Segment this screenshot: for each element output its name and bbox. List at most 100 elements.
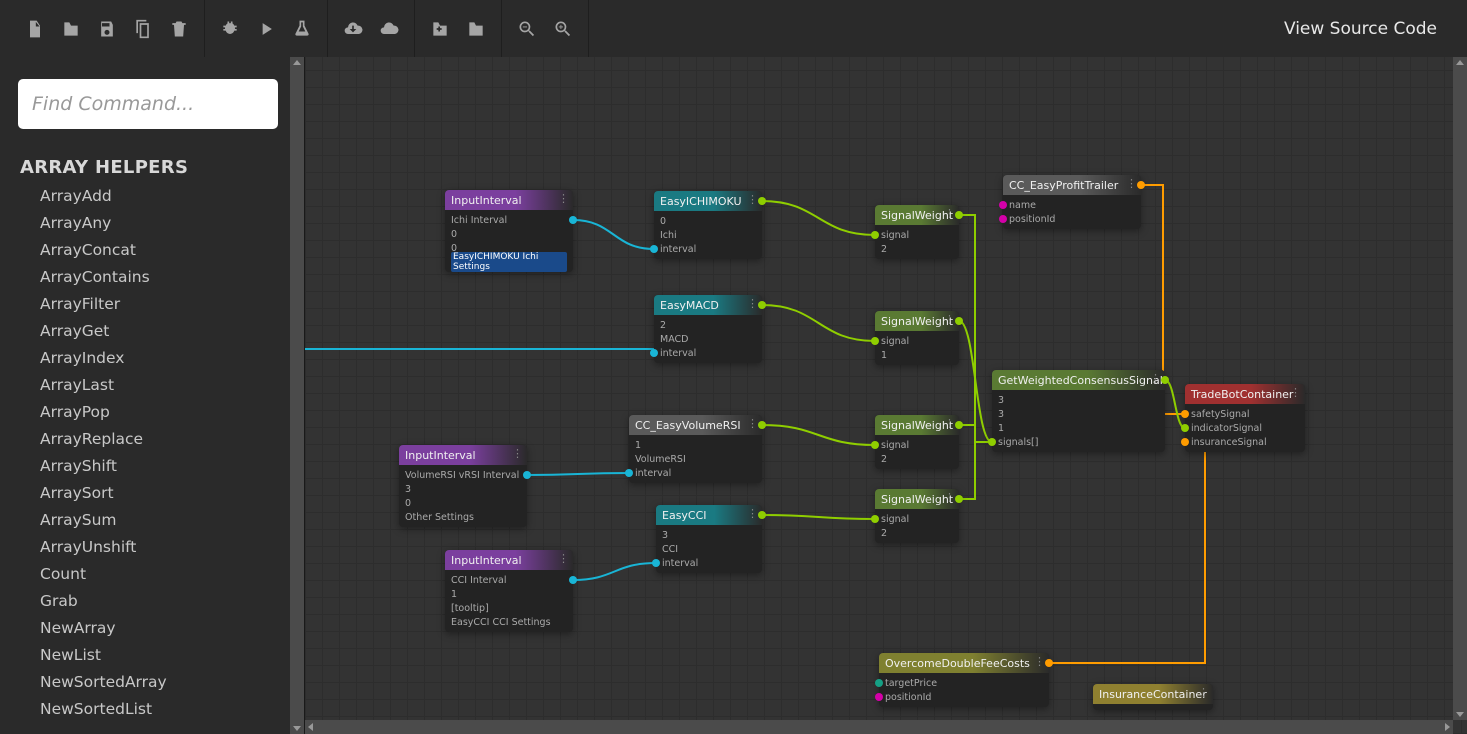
node-inputInterval1[interactable]: InputIntervalIchi Interval00EasyICHIMOKU… [445,190,573,272]
node-row: positionId [879,690,1049,704]
zoom-in-icon[interactable] [552,18,574,40]
canvas-scrollbar-vertical[interactable] [1453,57,1467,720]
sidebar-scrollbar[interactable] [290,57,304,734]
sidebar-item-arraysort[interactable]: ArraySort [40,479,284,506]
node-row: 0 [399,496,527,510]
node-row: name [1003,198,1141,212]
open-folder-icon[interactable] [60,18,82,40]
sidebar-item-arrayunshift[interactable]: ArrayUnshift [40,533,284,560]
node-title: CC_EasyVolumeRSI [629,415,762,435]
node-insurance[interactable]: InsuranceContainer [1093,684,1213,710]
node-row: 2 [654,318,762,332]
node-overcome[interactable]: OvercomeDoubleFeeCosts targetPricepositio… [879,653,1049,707]
sidebar-item-arrayget[interactable]: ArrayGet [40,317,284,344]
node-row: interval [629,466,762,480]
node-title: GetWeightedConsensusSignal [992,370,1165,390]
sidebar-item-arraycontains[interactable]: ArrayContains [40,263,284,290]
node-row: interval [654,346,762,360]
node-ccProfit[interactable]: CC_EasyProfitTrailernamepositionId [1003,175,1141,229]
sidebar-item-arrayreplace[interactable]: ArrayReplace [40,425,284,452]
flask-icon[interactable] [291,18,313,40]
play-icon[interactable] [255,18,277,40]
node-row: EasyICHIMOKU Ichi Settings [445,255,573,269]
add-folder-icon[interactable] [429,18,451,40]
node-title: InputInterval [399,445,527,465]
node-title: SignalWeight [875,415,959,435]
save-icon[interactable] [96,18,118,40]
command-list: ArrayAddArrayAnyArrayConcatArrayContains… [0,182,304,722]
node-row: interval [654,242,762,256]
node-sigW3[interactable]: SignalWeight signal2 [875,415,959,469]
node-title: InputInterval [445,550,573,570]
new-file-icon[interactable] [24,18,46,40]
search-input[interactable] [18,79,278,129]
node-ccVolRsi[interactable]: CC_EasyVolumeRSI1VolumeRSIinterval [629,415,762,483]
node-row: [tooltip] [445,601,573,615]
cloud-download-icon[interactable] [342,18,364,40]
sidebar-item-arrayfilter[interactable]: ArrayFilter [40,290,284,317]
sidebar-item-count[interactable]: Count [40,560,284,587]
node-row: signal [875,228,959,242]
node-row: Ichi [654,228,762,242]
sidebar-item-arrayshift[interactable]: ArrayShift [40,452,284,479]
export-folder-icon[interactable] [465,18,487,40]
sidebar-item-arrayindex[interactable]: ArrayIndex [40,344,284,371]
sidebar-item-arrayadd[interactable]: ArrayAdd [40,182,284,209]
view-source-link[interactable]: View Source Code [1284,19,1437,39]
node-inputInterval2[interactable]: InputIntervalVolumeRSI vRSI Interval30Ot… [399,445,527,527]
node-row: CCI [656,542,762,556]
node-title: EasyICHIMOKU [654,191,762,211]
node-title: CC_EasyProfitTrailer [1003,175,1141,195]
sidebar-item-newsortedarray[interactable]: NewSortedArray [40,668,284,695]
node-row: targetPrice [879,676,1049,690]
node-row: 1 [629,438,762,452]
node-row: 1 [445,587,573,601]
node-title: TradeBotContainer [1185,384,1305,404]
node-inputInterval3[interactable]: InputIntervalCCI Interval1[tooltip]EasyC… [445,550,573,632]
sidebar-item-arraylast[interactable]: ArrayLast [40,371,284,398]
node-row: 2 [875,452,959,466]
node-row: safetySignal [1185,407,1305,421]
sidebar: ARRAY HELPERS ArrayAddArrayAnyArrayConca… [0,57,305,734]
node-easyMacd[interactable]: EasyMACD2MACDinterval [654,295,762,363]
node-row: EasyCCI CCI Settings [445,615,573,629]
node-row: 0 [654,214,762,228]
sidebar-item-arrayconcat[interactable]: ArrayConcat [40,236,284,263]
node-row: Other Settings [399,510,527,524]
node-row: 3 [992,407,1165,421]
node-tradeBot[interactable]: TradeBotContainersafetySignalindicatorSi… [1185,384,1305,452]
cloud-icon[interactable] [378,18,400,40]
canvas[interactable]: InputIntervalIchi Interval00EasyICHIMOKU… [305,57,1467,734]
sidebar-item-grab[interactable]: Grab [40,587,284,614]
node-sigW4[interactable]: SignalWeightsignal2 [875,489,959,543]
sidebar-item-newarray[interactable]: NewArray [40,614,284,641]
sidebar-item-arraypop[interactable]: ArrayPop [40,398,284,425]
canvas-scrollbar-horizontal[interactable] [305,720,1453,734]
node-title: EasyMACD [654,295,762,315]
sidebar-item-arraysum[interactable]: ArraySum [40,506,284,533]
bug-icon[interactable] [219,18,241,40]
sidebar-item-arrayany[interactable]: ArrayAny [40,209,284,236]
node-row: signal [875,438,959,452]
node-sigW2[interactable]: SignalWeightsignal1 [875,311,959,365]
node-easyIchimoku[interactable]: EasyICHIMOKU 0Ichiinterval [654,191,762,259]
node-row: insuranceSignal [1185,435,1305,449]
node-row: 2 [875,526,959,540]
node-row: positionId [1003,212,1141,226]
sidebar-item-newsortedlist[interactable]: NewSortedList [40,695,284,722]
node-row: signals[] [992,435,1165,449]
node-easyCci[interactable]: EasyCCI3CCIinterval [656,505,762,573]
node-title: InsuranceContainer [1093,684,1213,704]
zoom-out-icon[interactable] [516,18,538,40]
node-title: OvercomeDoubleFeeCosts [879,653,1049,673]
node-title: SignalWeight [875,489,959,509]
node-row: signal [875,334,959,348]
sidebar-item-newlist[interactable]: NewList [40,641,284,668]
node-sigW1[interactable]: SignalWeight signal2 [875,205,959,259]
node-row: 1 [992,421,1165,435]
copy-icon[interactable] [132,18,154,40]
delete-icon[interactable] [168,18,190,40]
node-title: SignalWeight [875,205,959,225]
node-row: 2 [875,242,959,256]
node-consensus[interactable]: GetWeightedConsensusSignal331signals[] [992,370,1165,452]
